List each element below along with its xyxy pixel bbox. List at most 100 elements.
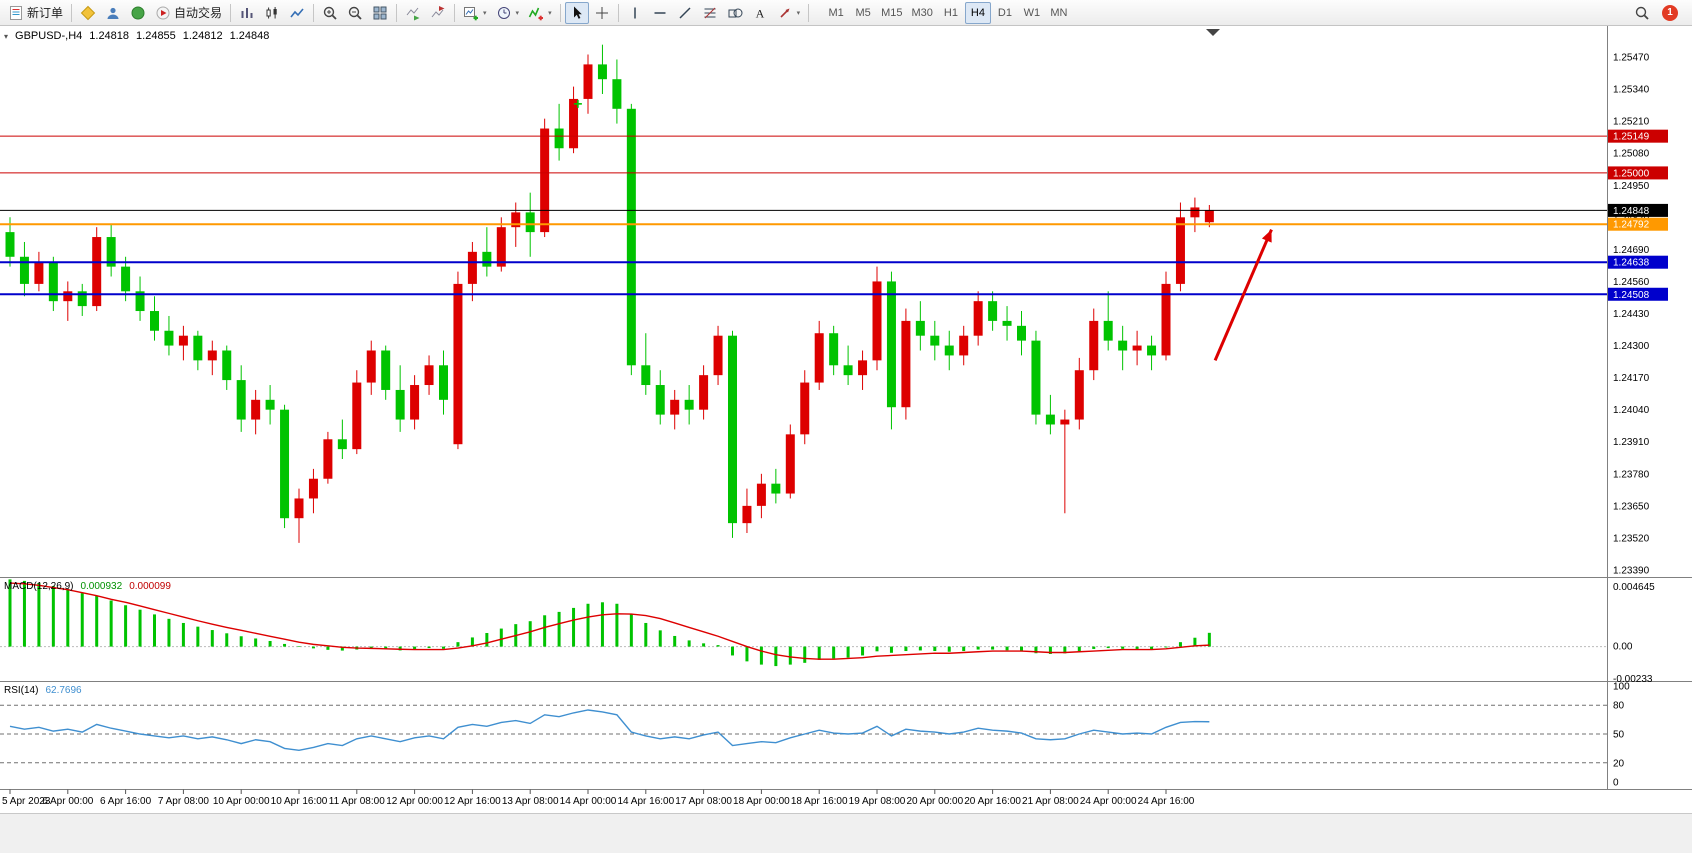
candle-body <box>858 360 868 376</box>
crosshair-button[interactable] <box>590 2 614 24</box>
macd-bar <box>586 603 590 647</box>
dropdown-icon: ▾ <box>483 9 487 17</box>
macd-bar <box>557 611 561 647</box>
price-tag-1.25149[interactable] <box>1608 129 1668 143</box>
macd-bar <box>702 643 706 647</box>
new-chart-button[interactable]: ▾ <box>459 2 491 24</box>
macd-bar <box>1020 646 1023 652</box>
macd-bar <box>976 646 980 650</box>
rsi-axis: 100 80 50 20 0 <box>1613 682 1630 789</box>
price-tag-1.24848[interactable] <box>1608 203 1668 217</box>
candle-body <box>742 505 752 524</box>
indicators-button[interactable]: ▾ <box>524 2 556 24</box>
timeframe-d1-button[interactable]: D1 <box>997 6 1012 19</box>
timeframe-m1-button[interactable]: M1 <box>828 6 844 19</box>
market-button[interactable] <box>126 2 150 24</box>
macd-bar <box>167 618 171 647</box>
cursor-button[interactable] <box>564 1 589 24</box>
candle-body <box>106 237 116 267</box>
timeframe-h1-button[interactable]: H1 <box>943 6 958 19</box>
candle-body <box>251 399 261 420</box>
candle-body <box>901 320 911 408</box>
bar-chart-button[interactable] <box>235 2 259 24</box>
macd-bar <box>716 645 720 647</box>
price-tag-1.24508[interactable] <box>1608 287 1668 301</box>
candle-body <box>699 375 709 410</box>
timeframe-w1-button[interactable]: W1 <box>1023 6 1041 19</box>
candle-body <box>944 345 954 356</box>
text-button[interactable]: A <box>748 2 772 24</box>
new-chart-icon <box>464 6 479 20</box>
macd-bar <box>1135 646 1139 649</box>
macd-bar <box>1150 646 1154 650</box>
toolbar-separator <box>808 3 810 22</box>
candle-body <box>92 237 102 307</box>
cursor-icon <box>573 6 582 19</box>
profiles-button[interactable]: ▾ <box>492 2 524 24</box>
candle-body <box>756 483 766 506</box>
zoom-out-button[interactable] <box>343 2 367 24</box>
price-tag-1.25000[interactable] <box>1608 166 1668 180</box>
macd-bar <box>600 602 604 647</box>
candle-body <box>814 333 824 383</box>
time-label: 14 Apr 16:00 <box>617 796 674 807</box>
macd-bar <box>37 583 41 647</box>
price-tick-label: 1.23650 <box>1613 501 1650 512</box>
macd-bar <box>933 646 937 652</box>
price-tag-1.24792[interactable] <box>1608 217 1668 231</box>
chart-shift-marker[interactable] <box>1206 29 1220 36</box>
trendline-button[interactable] <box>673 2 697 24</box>
search-button[interactable] <box>1630 2 1654 24</box>
autotrading-button[interactable]: 自动交易 <box>151 2 226 24</box>
macd-bar <box>629 614 633 647</box>
zoom-in-icon <box>323 6 337 20</box>
toolbar-separator <box>617 3 619 22</box>
macd-bar <box>745 646 749 662</box>
candle-body <box>1002 320 1012 326</box>
community-icon <box>107 7 119 19</box>
line-chart-button[interactable] <box>285 2 309 24</box>
fibonacci-button[interactable] <box>698 2 722 24</box>
metaeditor-button[interactable] <box>76 2 100 24</box>
indicators-icon <box>528 7 544 20</box>
timeframe-h4-button[interactable]: H4 <box>964 1 991 24</box>
macd-bar <box>442 646 445 649</box>
timeframe-m30-button[interactable]: M30 <box>911 6 933 19</box>
market-icon <box>131 6 145 19</box>
chart-canvas[interactable]: 1.25470 1.25340 1.25210 1.25080 1.24950 1.248… <box>0 26 1692 853</box>
price-tag-1.24638[interactable] <box>1608 255 1668 269</box>
macd-bar <box>340 646 344 651</box>
time-label: 6 Apr 00:00 <box>42 796 94 807</box>
autotrading-icon <box>156 6 170 19</box>
candle-body <box>193 335 203 361</box>
candle-body <box>540 128 550 233</box>
trend-arrow[interactable] <box>1213 229 1273 361</box>
candlestick-chart-ic​on <box>266 6 277 18</box>
macd-bar <box>225 633 229 647</box>
tile-windows-button[interactable] <box>368 2 392 24</box>
candlestick-chart-button[interactable] <box>260 2 284 24</box>
macd-bar <box>109 600 113 647</box>
price-tick-label: 1.24300 <box>1613 341 1650 352</box>
zoom-in-button[interactable] <box>318 2 342 24</box>
timeframe-m15-button[interactable]: M15 <box>881 6 903 19</box>
community-button[interactable] <box>101 2 125 24</box>
macd-bar <box>947 646 951 652</box>
auto-scroll-button[interactable] <box>401 2 425 24</box>
timeframe-m5-button[interactable]: M5 <box>855 6 871 19</box>
time-label: 19 Apr 08:00 <box>849 796 906 807</box>
shapes-button[interactable] <box>723 2 747 24</box>
horizontal-line-button[interactable] <box>648 2 672 24</box>
notification-badge[interactable]: 1 <box>1662 4 1678 21</box>
candle-body <box>1132 345 1142 351</box>
macd-bar <box>398 646 402 651</box>
vertical-line-button[interactable] <box>623 2 647 24</box>
crosshair-icon <box>595 6 608 19</box>
timeframe-mn-button[interactable]: MN <box>1050 6 1068 19</box>
chart-shift-button[interactable] <box>426 2 450 24</box>
macd-bar <box>1005 646 1009 651</box>
candle-body <box>569 98 579 149</box>
new-order-button[interactable]: 新订单 <box>4 2 67 24</box>
arrows-button[interactable]: ▾ <box>773 2 805 24</box>
macd-bar <box>673 635 677 647</box>
